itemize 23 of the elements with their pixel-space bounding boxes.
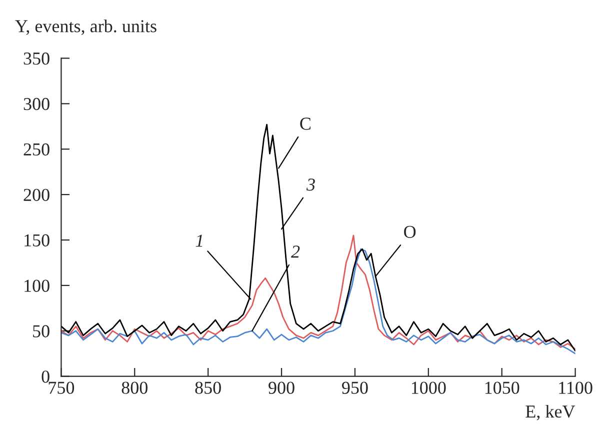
annotation: 1 (196, 234, 202, 247)
y-axis-title: Y, events, arb. units (15, 20, 156, 35)
y-tick-label: 100 (24, 280, 50, 292)
y-tick-label: 200 (24, 188, 50, 201)
y-tick-label: 350 (24, 52, 50, 65)
annotation: 2 (291, 246, 300, 258)
annotation: C (300, 118, 310, 130)
x-tick-label: 900 (268, 382, 294, 394)
x-tick-label: 750 (48, 382, 74, 394)
x-tick-label: 850 (195, 382, 221, 394)
x-tick-label: 800 (122, 382, 148, 394)
x-tick-label: 1100 (559, 382, 592, 394)
annotation: 3 (306, 178, 315, 191)
x-tick-label: 1000 (412, 382, 446, 394)
y-tick-label: 150 (24, 234, 50, 246)
x-axis-title: E, keV (526, 404, 576, 420)
y-tick-label: 50 (33, 325, 50, 338)
y-tick-label: 300 (24, 98, 50, 110)
annotation: O (404, 226, 416, 238)
y-tick-label: 0 (42, 370, 50, 383)
x-tick-label: 1050 (485, 382, 520, 394)
x-tick-label: 950 (342, 382, 368, 394)
y-tick-label: 250 (24, 143, 50, 156)
